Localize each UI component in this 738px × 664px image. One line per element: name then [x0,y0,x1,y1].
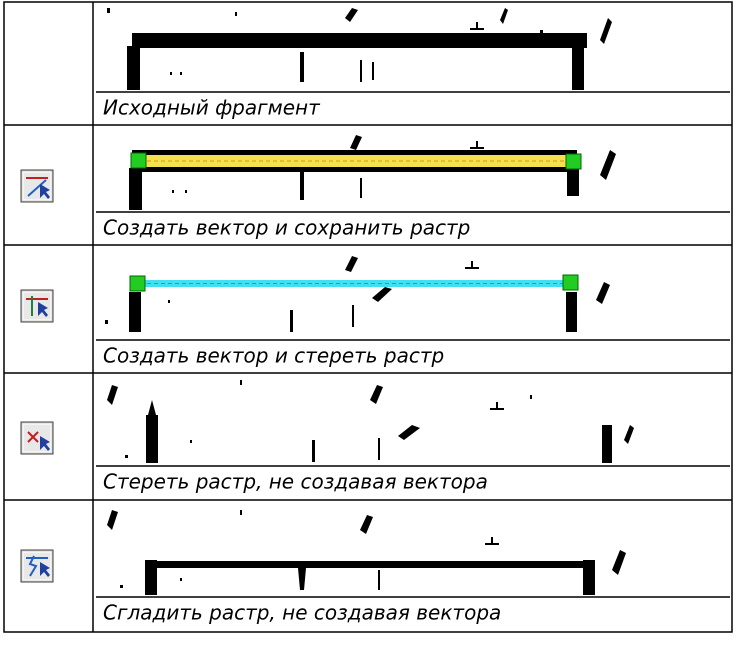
caption: Создать вектор и сохранить растр [103,216,470,240]
raster-vector-keep [129,135,616,210]
raster-vector-erase [105,256,610,332]
icon-vectorize-keep[interactable] [20,169,54,203]
icon-erase[interactable] [20,421,54,455]
raster-erased [107,380,634,463]
raster-smoothed [107,510,626,595]
icon-smooth[interactable] [20,549,54,583]
raster-original [107,8,612,90]
table-frame [3,1,733,633]
caption: Сгладить растр, не создавая вектора [103,601,501,625]
icon-vectorize-erase[interactable] [20,289,54,323]
caption: Создать вектор и стереть растр [103,344,444,368]
caption: Стереть растр, не создавая вектора [103,470,488,494]
caption: Исходный фрагмент [103,96,321,120]
